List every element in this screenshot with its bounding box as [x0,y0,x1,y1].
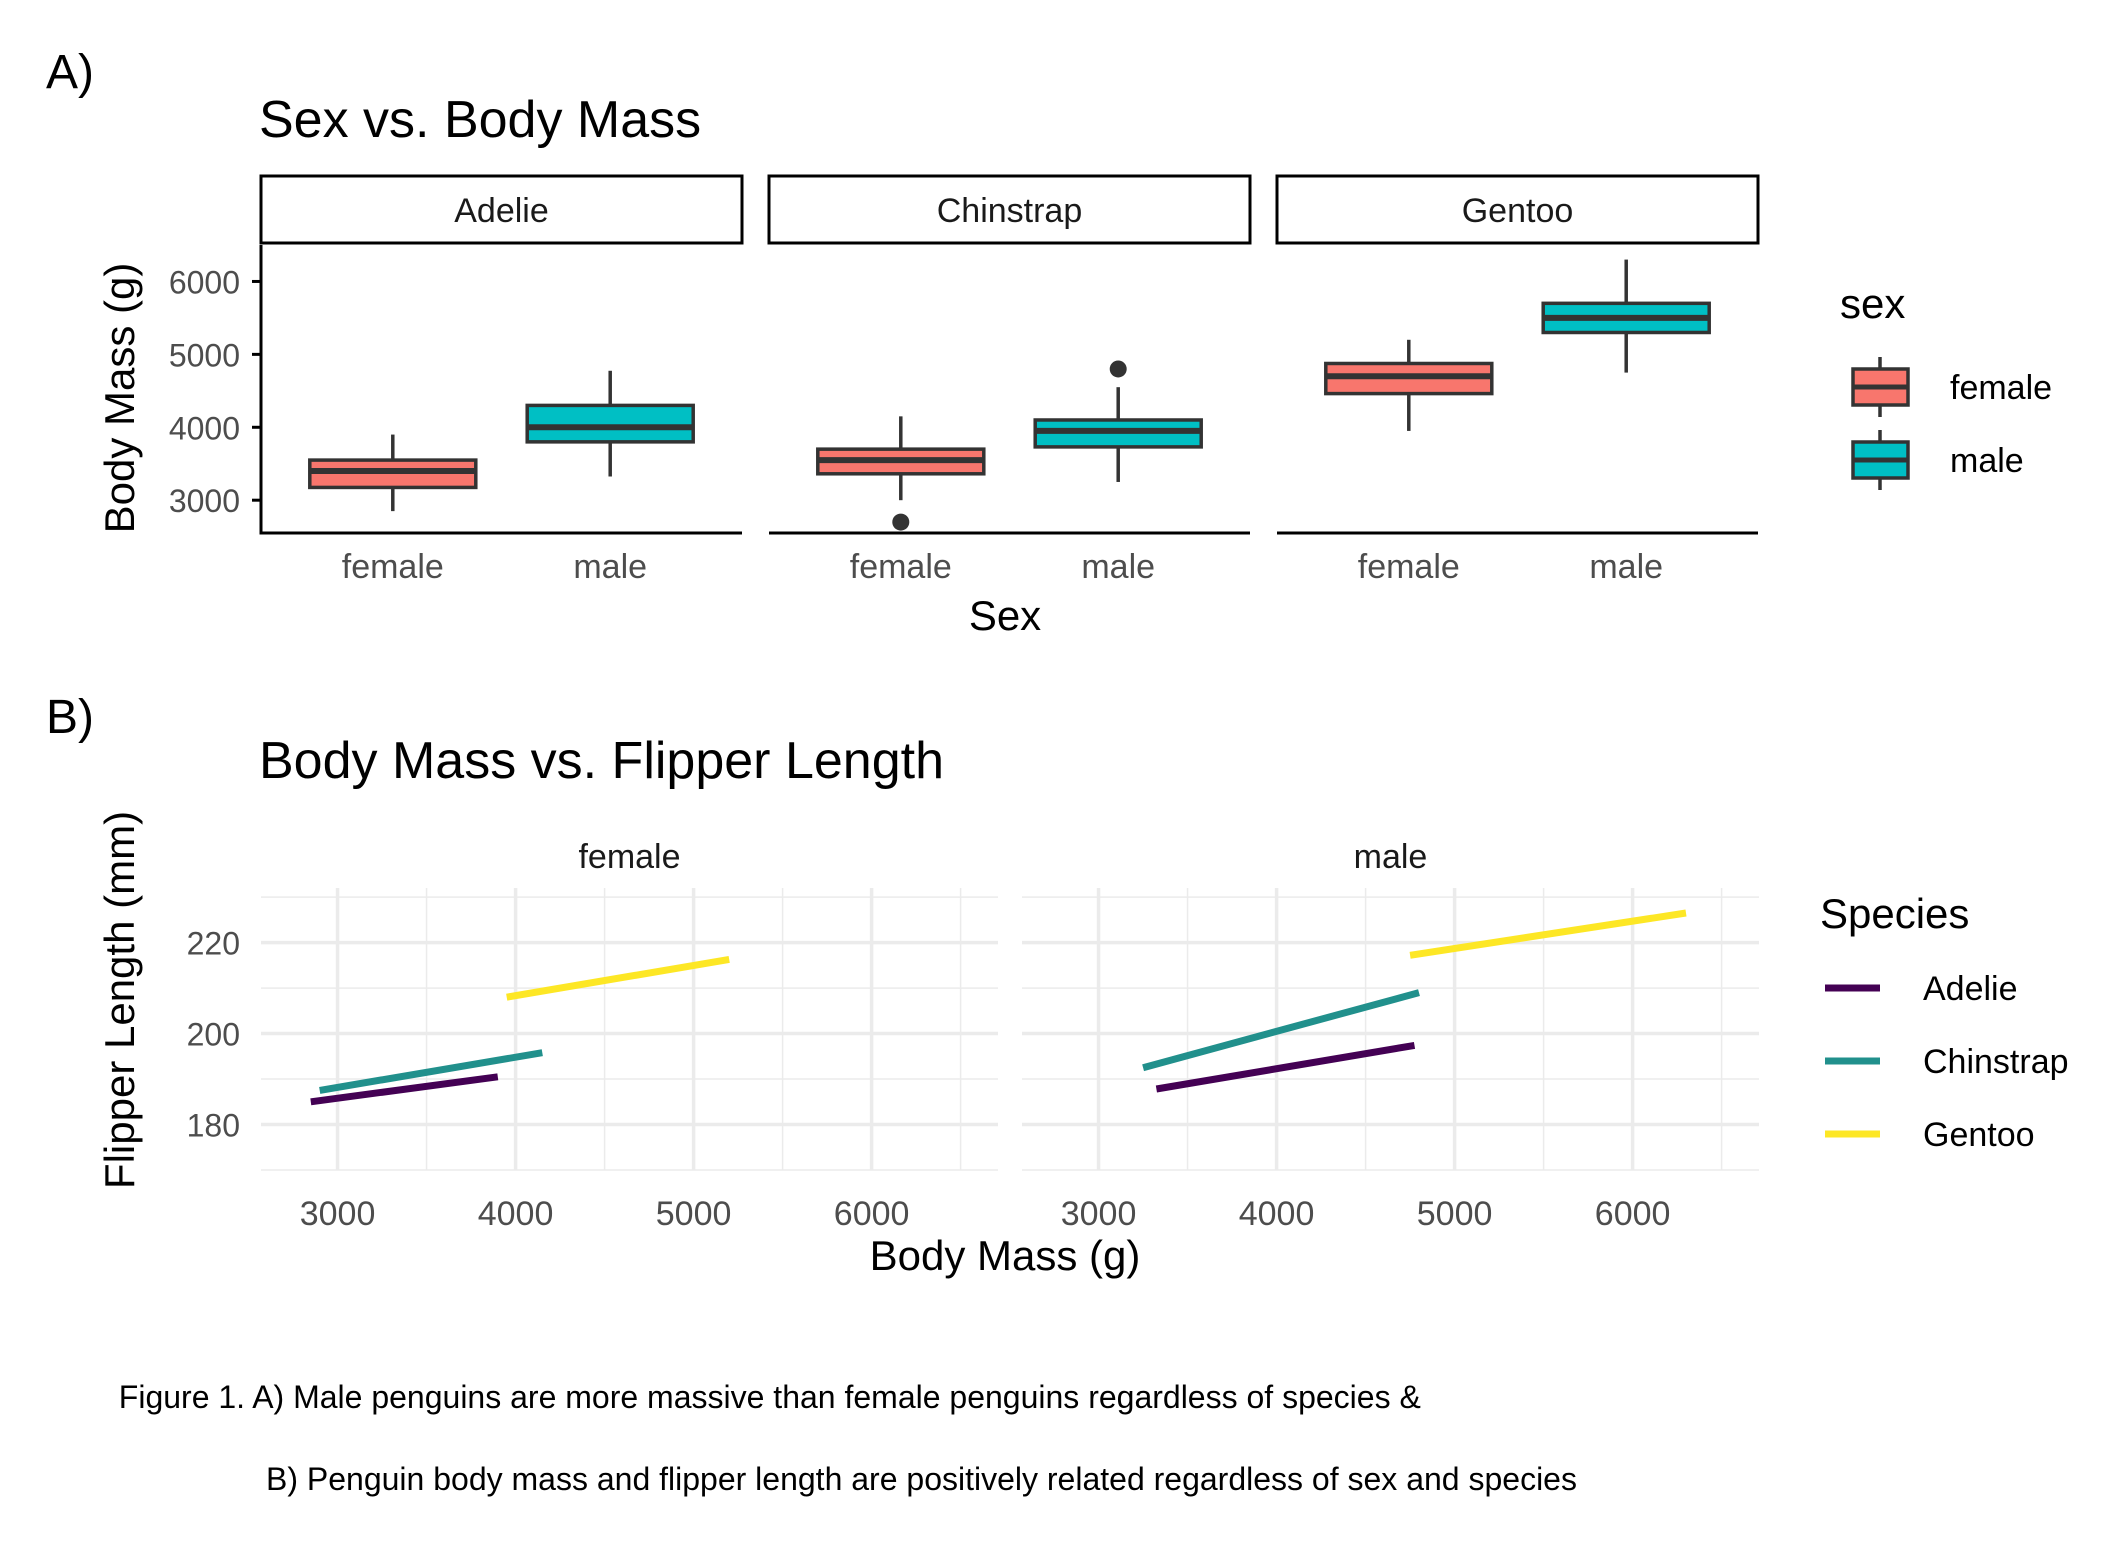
figure-caption: Figure 1. A) Male penguins are more mass… [101,1336,1577,1541]
series-line-male-chinstrap [1142,989,1420,1072]
panel-b-legend-title: Species [1820,890,1969,937]
legend-label-gentoo: Gentoo [1923,1116,2035,1154]
box-adelie-male [525,403,695,444]
panel-a-ylabel: Body Mass (g) [96,263,143,534]
x-tick-label-male-5000: 5000 [1417,1195,1493,1233]
series-line-male-gentoo [1409,909,1687,959]
y-tick-label-5000: 5000 [169,337,240,373]
panel-b-title: Body Mass vs. Flipper Length [259,732,944,790]
legend-label-adelie: Adelie [1923,970,2018,1008]
x-tick-label-gentoo-female: female [1358,548,1460,586]
x-tick-label-adelie-female: female [342,548,444,586]
figure: A) Sex vs. Body Mass Body Mass (g) Sex s… [46,46,2069,1279]
facet-strip-chinstrap [767,174,1252,245]
series-line-female-chinstrap [319,1049,543,1094]
y-tick-label-6000: 6000 [169,264,240,300]
x-tick-label-female-5000: 5000 [656,1195,732,1233]
y-tick-label-220: 220 [187,926,240,962]
panel-b-xlabel: Body Mass (g) [870,1232,1141,1279]
x-tick-label-male-3000: 3000 [1061,1195,1137,1233]
x-tick-label-chinstrap-female: female [850,548,952,586]
facet-label-female: female [578,838,680,876]
legend-label-male: male [1950,442,2024,480]
x-tick-label-female-3000: 3000 [300,1195,376,1233]
x-tick-label-female-4000: 4000 [478,1195,554,1233]
facet-strip-adelie [259,174,744,245]
panel-a-plot: Adelie female male Chinstrap female male Gento… [169,174,2052,586]
facet-label-gentoo: Gentoo [1462,192,1574,230]
x-tick-label-male-6000: 6000 [1595,1195,1671,1233]
x-tick-label-female-6000: 6000 [834,1195,910,1233]
panel-b-ylabel: Flipper Length (mm) [96,811,143,1189]
series-line-male-adelie [1155,1041,1416,1093]
outlier-point-chinstrap-male-0 [1109,360,1127,378]
facet-label-chinstrap: Chinstrap [937,192,1083,230]
x-tick-label-chinstrap-male: male [1081,548,1155,586]
series-line-female-adelie [310,1073,499,1106]
x-tick-label-male-4000: 4000 [1239,1195,1315,1233]
panel-a-title: Sex vs. Body Mass [259,91,701,149]
panel-b-plot: 3000 4000 5000 6000 female 3000 4000 5000 6000 ma… [187,838,2069,1233]
panel-a-xlabel: Sex [969,592,1041,639]
facet-label-adelie: Adelie [454,192,549,230]
panel-a-tag: A) [46,46,94,99]
facet-label-male: male [1354,838,1428,876]
x-tick-label-gentoo-male: male [1589,548,1663,586]
panel-b-tag: B) [46,691,94,744]
y-tick-label-180: 180 [187,1108,240,1144]
x-tick-label-adelie-male: male [573,548,647,586]
outlier-point-chinstrap-female-0 [892,513,910,531]
series-line-female-gentoo [506,955,730,1001]
facet-strip-gentoo [1275,174,1760,245]
panel-a-legend-title: sex [1840,280,1905,327]
y-tick-label-3000: 3000 [169,483,240,519]
caption-line-2: B) Penguin body mass and flipper length … [266,1461,1577,1497]
legend-label-chinstrap: Chinstrap [1923,1043,2069,1081]
caption-line-1: Figure 1. A) Male penguins are more mass… [118,1379,1421,1415]
legend-label-female: female [1950,369,2052,407]
y-tick-label-200: 200 [187,1017,240,1053]
y-tick-label-4000: 4000 [169,410,240,446]
